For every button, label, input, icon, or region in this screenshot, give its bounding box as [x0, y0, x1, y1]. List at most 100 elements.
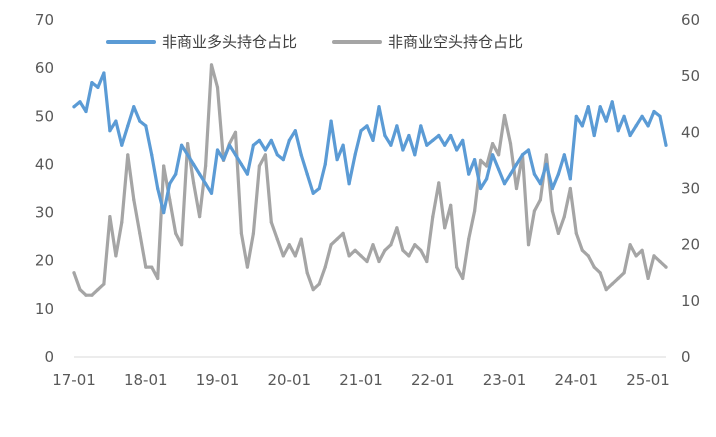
data-point-0 — [407, 133, 411, 138]
data-point-1 — [419, 248, 423, 252]
data-point-1 — [233, 130, 238, 134]
data-point-0 — [293, 129, 297, 133]
data-point-0 — [281, 158, 285, 162]
legend: 非商业多头持仓占比 非商业空头持仓占比 — [106, 33, 523, 51]
y-right-tick-label: 60 — [681, 11, 700, 29]
data-point-1 — [491, 142, 495, 146]
data-point-0 — [245, 172, 249, 176]
data-point-0 — [341, 143, 345, 147]
data-point-0 — [568, 177, 572, 181]
data-point-1 — [371, 243, 375, 247]
data-point-0 — [239, 162, 243, 166]
data-point-1 — [640, 248, 644, 252]
data-point-0 — [556, 172, 561, 176]
data-point-0 — [233, 153, 238, 157]
series-line-0 — [72, 71, 668, 215]
data-point-0 — [78, 100, 82, 104]
x-tick-label: 25-01 — [626, 371, 670, 389]
data-point-1 — [550, 209, 555, 213]
data-point-1 — [610, 282, 614, 286]
data-point-0 — [323, 162, 327, 166]
y-right-tick-label: 30 — [681, 180, 700, 198]
data-point-0 — [359, 129, 363, 133]
data-point-1 — [144, 265, 148, 269]
data-point-1 — [96, 288, 100, 292]
data-point-0 — [251, 143, 255, 147]
y-left-tick-label: 30 — [35, 204, 54, 222]
data-point-1 — [407, 254, 411, 258]
data-point-1 — [287, 243, 291, 247]
data-point-0 — [562, 153, 566, 157]
data-point-1 — [359, 254, 363, 258]
data-point-0 — [431, 138, 435, 142]
data-point-0 — [473, 158, 477, 162]
data-point-1 — [305, 271, 309, 275]
data-point-0 — [156, 186, 160, 191]
data-point-0 — [84, 109, 88, 114]
data-point-1 — [215, 85, 220, 89]
x-tick-label: 23-01 — [483, 371, 527, 389]
data-point-0 — [365, 124, 369, 128]
data-point-1 — [365, 259, 369, 264]
data-point-0 — [550, 186, 555, 191]
y-left-tick-label: 60 — [35, 59, 54, 77]
data-point-0 — [72, 105, 76, 109]
data-point-1 — [556, 231, 561, 235]
data-point-0 — [96, 85, 100, 89]
data-point-0 — [174, 172, 178, 176]
data-point-1 — [150, 265, 154, 269]
data-point-1 — [120, 220, 124, 224]
data-point-1 — [425, 259, 429, 264]
data-point-0 — [616, 129, 620, 133]
data-point-0 — [544, 162, 549, 166]
data-point-0 — [150, 153, 154, 157]
data-point-1 — [622, 271, 626, 275]
data-point-0 — [305, 172, 309, 176]
data-point-0 — [269, 138, 273, 142]
data-point-1 — [592, 265, 596, 269]
data-point-0 — [198, 172, 202, 176]
data-point-1 — [646, 276, 650, 280]
data-point-0 — [449, 133, 453, 138]
data-point-0 — [144, 124, 148, 128]
data-point-0 — [652, 109, 656, 114]
data-point-0 — [90, 81, 94, 85]
data-point-0 — [419, 124, 423, 128]
data-point-1 — [604, 288, 608, 292]
data-point-1 — [245, 265, 249, 269]
data-point-0 — [628, 133, 632, 138]
data-point-1 — [299, 237, 303, 241]
data-point-1 — [353, 248, 357, 252]
data-point-0 — [126, 124, 130, 128]
y-right-tick-label: 50 — [681, 67, 700, 85]
data-point-0 — [580, 124, 584, 128]
data-point-1 — [586, 254, 590, 258]
data-point-1 — [329, 243, 333, 247]
data-point-0 — [532, 172, 537, 176]
data-point-1 — [72, 271, 76, 275]
data-point-0 — [538, 182, 543, 186]
data-point-1 — [598, 271, 602, 275]
y-left-tick-label: 20 — [35, 252, 54, 270]
data-point-1 — [461, 276, 465, 280]
data-point-0 — [114, 119, 118, 123]
data-point-0 — [443, 143, 447, 147]
data-point-1 — [658, 259, 662, 264]
data-point-1 — [186, 142, 190, 146]
data-point-1 — [263, 153, 267, 157]
data-point-1 — [443, 226, 447, 230]
x-tick-label: 19-01 — [196, 371, 240, 389]
data-point-0 — [461, 138, 465, 142]
data-point-0 — [485, 177, 489, 181]
data-point-0 — [299, 153, 303, 157]
data-point-1 — [335, 237, 339, 241]
y-right-tick-label: 20 — [681, 236, 700, 254]
data-point-0 — [491, 153, 495, 157]
data-point-0 — [317, 186, 321, 191]
data-point-1 — [544, 153, 549, 157]
data-point-0 — [287, 138, 291, 142]
data-point-0 — [263, 148, 267, 152]
data-point-0 — [413, 153, 417, 157]
data-point-1 — [538, 198, 543, 202]
